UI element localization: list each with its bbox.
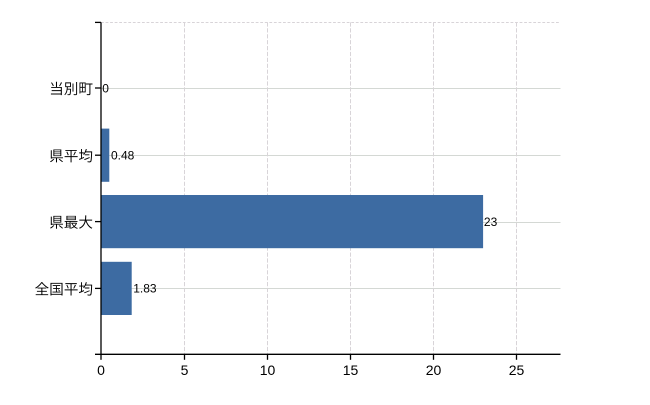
- svg-text:23: 23: [484, 215, 498, 229]
- svg-text:0.48: 0.48: [111, 149, 135, 163]
- svg-text:1.83: 1.83: [133, 282, 157, 296]
- svg-text:5: 5: [181, 362, 189, 378]
- svg-text:10: 10: [260, 362, 276, 378]
- svg-text:0: 0: [102, 81, 109, 95]
- svg-text:25: 25: [509, 362, 525, 378]
- svg-text:15: 15: [343, 362, 359, 378]
- svg-text:20: 20: [426, 362, 442, 378]
- svg-text:0: 0: [97, 362, 105, 378]
